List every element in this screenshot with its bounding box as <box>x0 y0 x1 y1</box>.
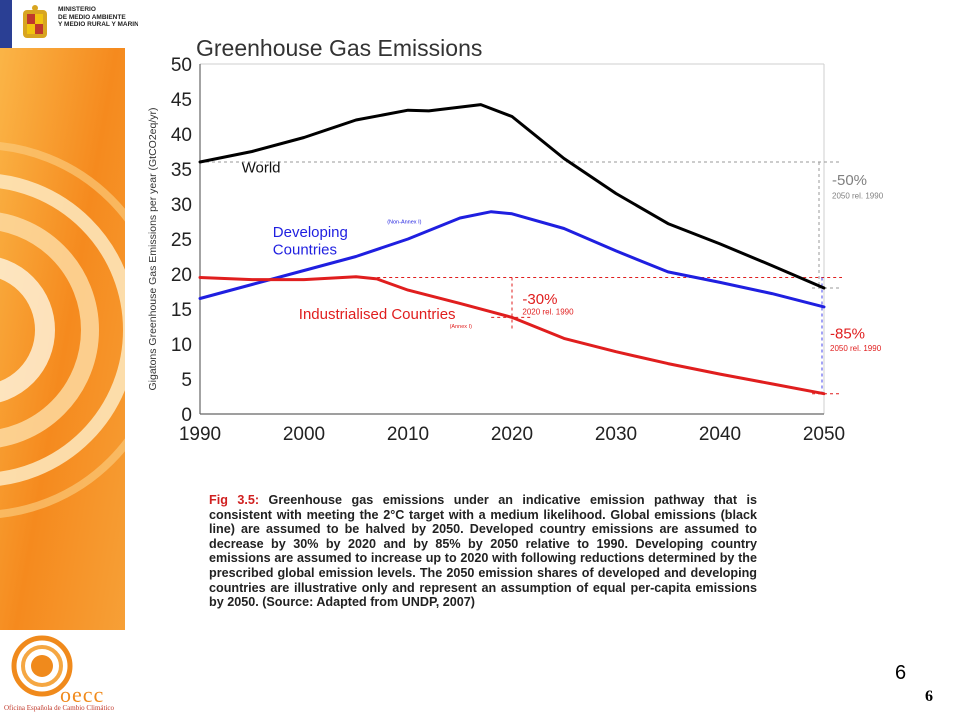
decorative-sidebar <box>0 0 125 720</box>
chart-title: Greenhouse Gas Emissions <box>196 35 482 61</box>
reference-lines <box>200 161 842 395</box>
x-tick-label: 2010 <box>387 424 429 445</box>
figure-caption: Fig 3.5: Greenhouse gas emissions under … <box>209 493 757 610</box>
page-number-footer: 6 <box>925 688 933 705</box>
ministry-name: MINISTERIO DE MEDIO AMBIENTE Y MEDIO RUR… <box>58 6 138 28</box>
x-tick-label: 1990 <box>179 424 221 445</box>
x-tick-label: 2050 <box>803 424 845 445</box>
figure-label: Fig 3.5: <box>209 493 260 507</box>
y-tick-label: 15 <box>171 300 192 321</box>
series-label-industrialised: Industrialised Countries <box>299 306 456 323</box>
series-label-developing-2: Countries <box>273 241 337 258</box>
chart-axes: 0 5 10 15 20 25 30 35 40 45 50 1990 2000 2010 2020 2030… <box>171 55 845 445</box>
series-label-world: World <box>242 160 281 177</box>
annotation-2020-reduction: -30% <box>522 291 557 308</box>
coat-of-arms-icon <box>23 5 47 38</box>
y-tick-label: 20 <box>171 265 192 286</box>
y-tick-label: 40 <box>171 125 192 146</box>
annotation-2050-reduction-note: 2050 rel. 1990 <box>830 344 882 353</box>
y-tick-label: 0 <box>181 405 192 426</box>
annotation-2050-reduction: -85% <box>830 325 865 342</box>
y-tick-label: 25 <box>171 230 192 251</box>
oecc-logo-icon <box>11 635 73 697</box>
flag-stripe <box>0 0 12 48</box>
series-line-world <box>198 103 826 290</box>
page-number: 6 <box>895 662 907 684</box>
figure-caption-text: Greenhouse gas emissions under an indica… <box>209 493 757 610</box>
series-line-developing <box>198 210 826 309</box>
y-tick-label: 30 <box>171 195 192 216</box>
oecc-logo: oecc Oficina Española de Cambio Climátic… <box>0 630 130 720</box>
y-tick-label: 45 <box>171 90 192 111</box>
x-tick-label: 2000 <box>283 424 325 445</box>
annotation-world-reduction-note: 2050 rel. 1990 <box>832 191 884 200</box>
oecc-logo-text: oecc <box>60 682 105 707</box>
y-tick-label: 5 <box>181 370 192 391</box>
annotations: -50% 2050 rel. 1990 -30%2020 rel. 1990 -85%… <box>522 172 883 353</box>
annotation-2020-reduction-note: 2020 rel. 1990 <box>522 308 574 317</box>
series-label-developing: Developing <box>273 224 348 241</box>
series-line-industrialised <box>198 275 826 396</box>
x-tick-label: 2020 <box>491 424 533 445</box>
y-axis-label: Gigatons Greenhouse Gas Emissions per ye… <box>147 107 159 390</box>
oecc-logo-subtitle: Oficina Española de Cambio Climático <box>4 704 115 712</box>
y-tick-label: 50 <box>171 55 192 76</box>
ministry-header: MINISTERIO DE MEDIO AMBIENTE Y MEDIO RUR… <box>0 0 138 48</box>
x-tick-label: 2030 <box>595 424 637 445</box>
series-lines <box>198 103 826 396</box>
x-tick-label: 2040 <box>699 424 741 445</box>
series-sublabel-developing: (Non-Annex I) <box>387 220 421 226</box>
annotation-world-reduction: -50% <box>832 172 867 189</box>
y-tick-label: 35 <box>171 160 192 181</box>
emissions-chart: Greenhouse Gas Emissions Gigatons Greenh… <box>147 35 884 445</box>
series-sublabel-industrialised: (Annex I) <box>450 324 472 330</box>
y-tick-label: 10 <box>171 335 192 356</box>
